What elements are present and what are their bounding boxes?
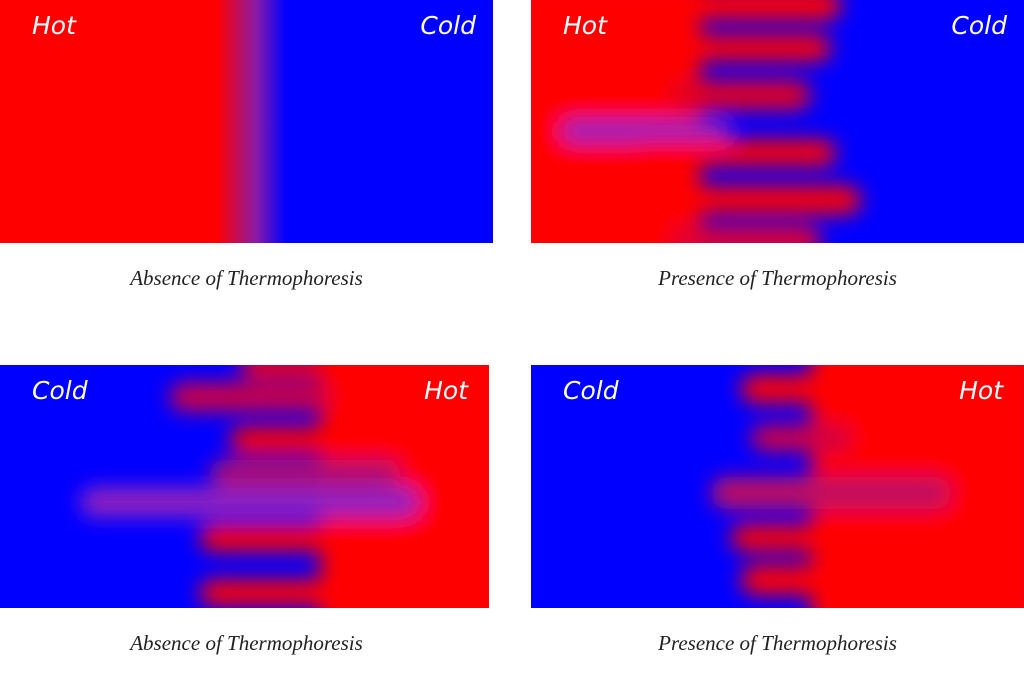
finger <box>741 375 891 403</box>
finger <box>751 425 851 451</box>
finger <box>631 140 836 166</box>
left-label: Hot <box>563 11 608 40</box>
finger <box>711 477 951 509</box>
finger <box>561 120 731 142</box>
finger <box>230 427 350 453</box>
panel-absence-bottom: Cold Hot <box>0 365 489 608</box>
finger <box>671 35 831 61</box>
caption: Presence of Thermophoresis <box>658 266 897 290</box>
finger <box>170 383 330 411</box>
caption: Absence of Thermophoresis <box>130 266 363 290</box>
finger <box>681 0 841 20</box>
fingers <box>531 0 861 243</box>
finger <box>621 186 861 214</box>
panel-presence-bottom: Cold Hot <box>531 365 1024 608</box>
fingers <box>711 365 1024 608</box>
finger <box>731 525 841 551</box>
caption: Presence of Thermophoresis <box>658 631 897 655</box>
finger <box>80 487 420 517</box>
finger <box>671 226 821 243</box>
left-label: Hot <box>32 11 77 40</box>
panel-presence-top: Hot Cold <box>531 0 1024 243</box>
finger <box>741 565 901 595</box>
hot-field <box>320 365 489 608</box>
finger <box>210 460 400 486</box>
fingers <box>80 365 489 608</box>
finger <box>200 580 330 606</box>
left-label: Cold <box>32 376 88 405</box>
gradient-field <box>0 0 493 243</box>
finger <box>240 365 340 377</box>
caption: Absence of Thermophoresis <box>130 631 363 655</box>
left-label: Cold <box>563 376 619 405</box>
finger <box>200 525 400 551</box>
right-label: Cold <box>420 11 476 40</box>
finger <box>671 80 811 110</box>
right-label: Hot <box>959 376 1004 405</box>
right-label: Cold <box>951 11 1007 40</box>
panel-absence-top: Hot Cold <box>0 0 493 243</box>
right-label: Hot <box>424 376 469 405</box>
